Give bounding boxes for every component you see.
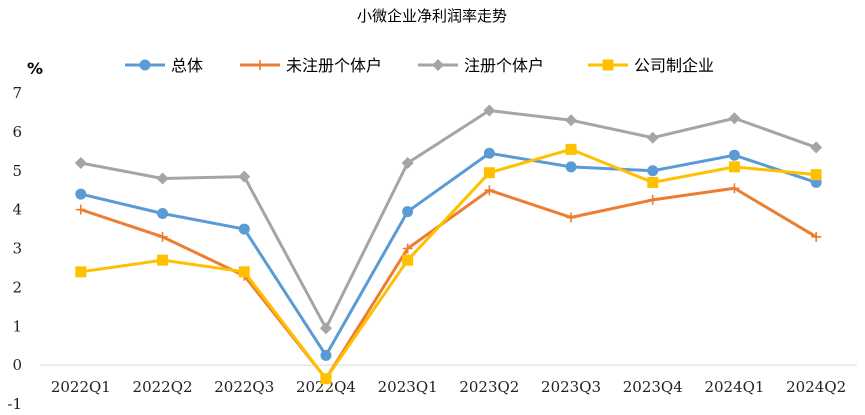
data-point xyxy=(319,322,332,335)
data-point xyxy=(139,59,151,71)
data-point xyxy=(75,266,87,278)
data-point xyxy=(238,266,250,278)
data-point xyxy=(432,59,444,71)
chart-title: 小微企业净利润率走势 xyxy=(357,7,507,25)
series-1 xyxy=(75,147,822,361)
data-point xyxy=(75,204,86,215)
series-4 xyxy=(75,143,822,385)
data-point xyxy=(402,243,413,254)
legend: 总体 未注册个体户 注册个体户 公司制企业 xyxy=(125,56,714,75)
x-tick-label: 2024Q1 xyxy=(704,378,764,396)
data-point xyxy=(255,60,265,70)
x-tick-label: 2023Q2 xyxy=(459,378,519,396)
y-tick-label: 2 xyxy=(12,278,22,296)
data-point xyxy=(484,185,495,196)
x-tick-label: 2023Q4 xyxy=(623,378,683,396)
data-point xyxy=(566,212,577,223)
data-point xyxy=(565,161,577,173)
x-tick-label: 2022Q2 xyxy=(133,378,193,396)
y-axis-ticks: -1 0 1 2 3 4 5 6 7 xyxy=(7,84,22,413)
x-tick-label: 2022Q3 xyxy=(214,378,274,396)
data-point xyxy=(320,373,332,385)
x-axis: 2022Q1 2022Q2 2022Q3 2022Q4 2023Q1 2023Q2 2023… xyxy=(40,364,857,396)
legend-item: 未注册个体户 xyxy=(240,56,382,75)
series-3 xyxy=(74,104,823,335)
data-point xyxy=(483,104,496,117)
series-line xyxy=(79,151,818,357)
data-point xyxy=(647,165,659,177)
data-point xyxy=(320,349,332,361)
y-tick-label: 5 xyxy=(12,162,22,180)
series-line xyxy=(79,147,818,381)
x-tick-label: 2022Q4 xyxy=(296,378,356,396)
data-point xyxy=(646,131,659,144)
y-tick-label: 1 xyxy=(12,317,22,335)
x-tick-label: 2024Q2 xyxy=(786,378,846,396)
data-point xyxy=(565,143,577,155)
legend-label: 总体 xyxy=(171,56,203,75)
data-point xyxy=(647,194,658,205)
data-point xyxy=(810,141,823,154)
y-tick-label: -1 xyxy=(7,395,22,413)
data-point xyxy=(728,112,741,125)
x-tick-label: 2023Q3 xyxy=(541,378,601,396)
data-point xyxy=(483,167,495,179)
data-point xyxy=(157,254,169,266)
series-layer xyxy=(74,104,823,385)
y-tick-label: 0 xyxy=(12,356,22,374)
y-tick-label: 7 xyxy=(12,84,22,102)
data-point xyxy=(74,156,87,169)
data-point xyxy=(156,172,169,185)
legend-item: 注册个体户 xyxy=(418,56,544,75)
series-line xyxy=(79,186,818,381)
data-point xyxy=(728,149,740,161)
data-point xyxy=(402,254,414,266)
series-line xyxy=(79,108,818,330)
legend-item: 总体 xyxy=(125,56,203,75)
x-tick-label: 2022Q1 xyxy=(51,378,111,396)
data-point xyxy=(565,114,578,127)
data-point xyxy=(402,206,414,218)
data-point xyxy=(157,208,169,220)
legend-label: 未注册个体户 xyxy=(286,56,382,75)
data-point xyxy=(602,59,614,71)
data-point xyxy=(729,183,740,194)
legend-label: 公司制企业 xyxy=(634,56,714,75)
y-axis-unit: % xyxy=(27,59,43,78)
y-tick-label: 4 xyxy=(12,201,22,219)
x-tick-label: 2023Q1 xyxy=(378,378,438,396)
y-tick-label: 3 xyxy=(12,240,22,258)
data-point xyxy=(728,161,740,173)
data-point xyxy=(483,147,495,159)
data-point xyxy=(238,223,250,235)
data-point xyxy=(811,231,822,242)
y-tick-label: 6 xyxy=(12,123,22,141)
data-point xyxy=(238,170,251,183)
data-point xyxy=(810,169,822,181)
series-2 xyxy=(75,183,822,384)
legend-item: 公司制企业 xyxy=(588,56,714,75)
data-point xyxy=(75,188,87,200)
legend-label: 注册个体户 xyxy=(464,56,544,75)
data-point xyxy=(647,176,659,188)
data-point xyxy=(157,231,168,242)
data-point xyxy=(401,156,414,169)
